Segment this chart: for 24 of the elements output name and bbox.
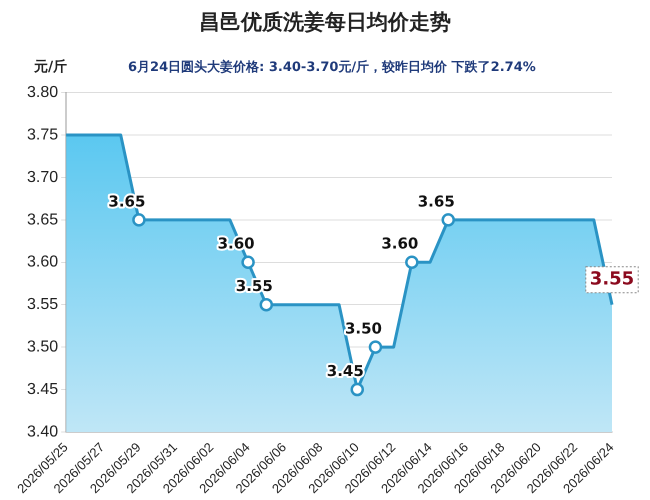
point — [241, 256, 255, 270]
y-tick-label: 3.45 — [27, 380, 58, 398]
chart-subtitle: 6月24日圆头大姜价格: 3.40-3.70元/斤，较昨日均价 下跌了2.74% — [128, 58, 536, 76]
annotation: 3.55 — [590, 268, 634, 290]
y-tick-label: 3.75 — [27, 126, 58, 144]
data-label: 3.60 — [381, 234, 418, 253]
y-tick-label: 3.50 — [27, 338, 58, 356]
data-label: 3.55 — [236, 277, 273, 296]
point — [405, 256, 419, 270]
y-tick-label: 3.40 — [27, 423, 58, 440]
chart-title: 昌邑优质洗姜每日均价走势 — [198, 9, 452, 36]
y-tick-label: 3.65 — [27, 211, 58, 228]
data-label: 3.50 — [344, 320, 382, 338]
point — [350, 382, 364, 396]
y-tick-label: 3.60 — [27, 254, 58, 271]
point — [368, 340, 382, 354]
y-axis-title: 元/斤 — [34, 58, 68, 76]
y-tick-label: 3.80 — [27, 84, 58, 102]
data-label: 3.65 — [418, 192, 455, 210]
y-tick-label: 3.70 — [27, 168, 58, 186]
point — [441, 213, 455, 227]
point — [132, 213, 146, 227]
y-tick-label: 3.55 — [27, 296, 58, 314]
point — [260, 298, 274, 312]
